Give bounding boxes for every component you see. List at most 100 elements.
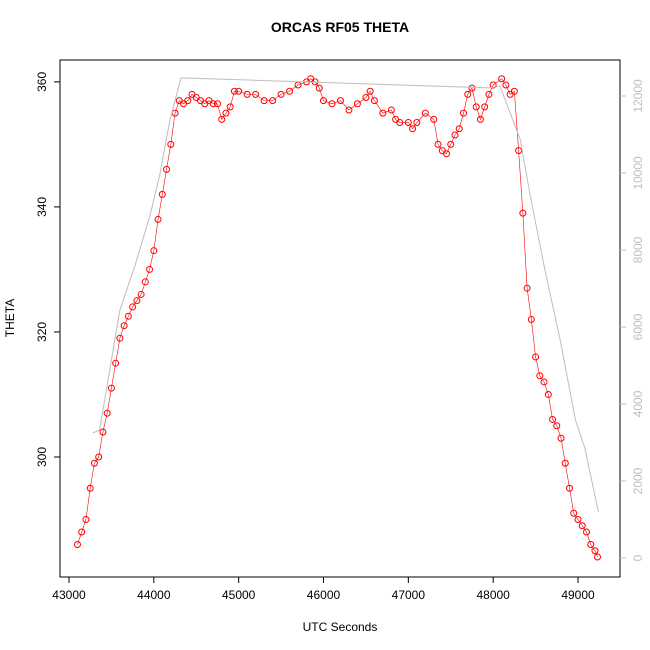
data-point [591, 547, 599, 555]
data-point [566, 484, 574, 492]
data-point [540, 378, 548, 386]
data-point [536, 372, 544, 380]
data-point [129, 303, 137, 311]
x-tick-label: 45000 [222, 588, 256, 602]
data-point [498, 75, 506, 83]
chart-title: ORCAS RF05 THETA [271, 19, 409, 35]
data-point [523, 284, 531, 292]
data-point [515, 147, 523, 155]
data-point [146, 265, 154, 273]
data-point [226, 103, 234, 111]
y2-tick-label: 10000 [631, 156, 645, 190]
data-point [319, 97, 327, 105]
data-point [95, 453, 103, 461]
data-point [413, 119, 421, 127]
data-point [443, 150, 451, 158]
data-point [421, 109, 429, 117]
data-point [218, 115, 226, 123]
data-point [277, 90, 285, 98]
data-point [587, 540, 595, 548]
data-point [472, 103, 480, 111]
y-tick-label: 340 [35, 197, 49, 217]
data-point [464, 90, 472, 98]
y2-tick-label: 12000 [631, 79, 645, 113]
data-point [370, 97, 378, 105]
data-point [459, 109, 467, 117]
data-point [366, 87, 374, 95]
data-point [387, 106, 395, 114]
data-point [116, 334, 124, 342]
data-point [99, 428, 107, 436]
data-point [82, 515, 90, 523]
data-point [243, 90, 251, 98]
data-point [184, 97, 192, 105]
data-point [235, 87, 243, 95]
plot-box [59, 59, 621, 578]
data-point [447, 140, 455, 148]
data-point [532, 353, 540, 361]
data-point [451, 131, 459, 139]
data-point [90, 459, 98, 467]
data-point [269, 97, 277, 105]
data-point [133, 297, 141, 305]
data-point [163, 165, 171, 173]
x-tick-label: 48000 [476, 588, 510, 602]
data-point [527, 315, 535, 323]
data-point [345, 106, 353, 114]
series-line [77, 78, 598, 558]
data-point [328, 100, 336, 108]
data-point [103, 409, 111, 417]
x-tick-label: 44000 [137, 588, 171, 602]
data-point [502, 81, 510, 89]
x-axis-label: UTC Seconds [303, 620, 378, 634]
data-point [379, 109, 387, 117]
data-point [396, 119, 404, 127]
data-point [86, 484, 94, 492]
data-point [150, 247, 158, 255]
data-point [578, 522, 586, 530]
data-point [574, 515, 582, 523]
y-axis-label: THETA [3, 299, 17, 337]
data-point [430, 115, 438, 123]
data-point [120, 322, 128, 330]
data-point [107, 384, 115, 392]
data-point [549, 415, 557, 423]
data-point [557, 434, 565, 442]
y2-tick-label: 4000 [631, 390, 645, 417]
data-point [519, 209, 527, 217]
data-point [222, 109, 230, 117]
data-point [455, 125, 463, 133]
data-point [315, 84, 323, 92]
data-point [78, 528, 86, 536]
data-point [476, 115, 484, 123]
data-point [570, 509, 578, 517]
x-tick-label: 47000 [392, 588, 426, 602]
y-tick-label: 360 [35, 72, 49, 92]
y2-tick-label: 2000 [631, 467, 645, 494]
data-point [260, 97, 268, 105]
data-point [73, 540, 81, 548]
data-point [594, 553, 602, 561]
data-point [544, 390, 552, 398]
x-tick-label: 49000 [561, 588, 595, 602]
data-point [124, 312, 132, 320]
data-point [154, 215, 162, 223]
data-point [362, 94, 370, 102]
y2-tick-label: 0 [631, 554, 645, 561]
series-line [92, 77, 599, 512]
data-point [434, 140, 442, 148]
data-point [286, 87, 294, 95]
data-point [489, 81, 497, 89]
y-tick-label: 300 [35, 447, 49, 467]
data-point [336, 97, 344, 105]
data-point [485, 90, 493, 98]
data-point [468, 84, 476, 92]
y-tick-label: 320 [35, 322, 49, 342]
data-point [213, 100, 221, 108]
y2-tick-label: 6000 [631, 313, 645, 340]
data-point [137, 290, 145, 298]
data-point [167, 140, 175, 148]
data-point [510, 87, 518, 95]
data-point [582, 528, 590, 536]
